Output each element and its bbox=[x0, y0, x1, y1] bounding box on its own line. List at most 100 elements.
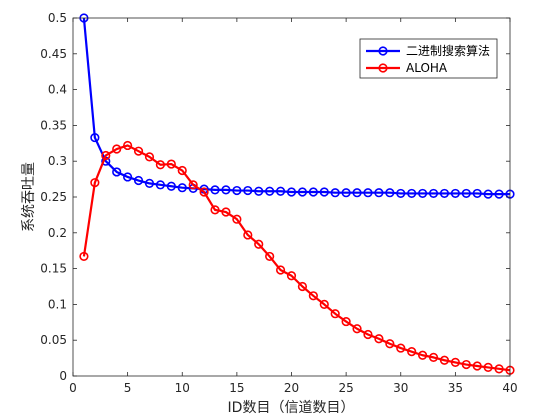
data-point bbox=[396, 343, 406, 353]
data-point bbox=[79, 251, 89, 262]
data-point bbox=[254, 239, 264, 249]
data-point bbox=[450, 188, 460, 199]
data-point bbox=[232, 214, 242, 224]
data-point bbox=[330, 188, 340, 198]
x-tick-label: 20 bbox=[284, 381, 299, 395]
data-point bbox=[363, 329, 373, 340]
data-point bbox=[330, 309, 340, 319]
x-tick-label: 10 bbox=[175, 381, 190, 395]
data-point bbox=[428, 352, 439, 362]
data-point bbox=[144, 152, 155, 162]
y-tick-label: 0.25 bbox=[40, 190, 67, 204]
y-tick-label: 0.15 bbox=[40, 262, 67, 276]
y-tick-label: 0.2 bbox=[48, 226, 67, 240]
x-tick-label: 0 bbox=[69, 381, 77, 395]
series-line bbox=[82, 17, 510, 196]
x-tick-label: 5 bbox=[124, 381, 132, 395]
data-point bbox=[308, 187, 318, 197]
data-point bbox=[101, 150, 111, 161]
data-point bbox=[297, 187, 308, 197]
data-point bbox=[494, 364, 504, 374]
data-point bbox=[177, 165, 187, 176]
data-point bbox=[243, 185, 253, 196]
data-point bbox=[123, 172, 133, 182]
data-point bbox=[418, 188, 428, 199]
data-point bbox=[352, 324, 362, 334]
data-point bbox=[483, 362, 493, 373]
series-2 bbox=[79, 140, 515, 375]
data-point bbox=[494, 189, 504, 199]
data-point bbox=[297, 281, 308, 292]
y-tick-label: 0.45 bbox=[40, 47, 67, 61]
legend-marker bbox=[378, 46, 388, 56]
data-point bbox=[275, 265, 286, 275]
y-tick-label: 0.05 bbox=[40, 333, 67, 347]
data-point bbox=[363, 188, 373, 198]
data-point bbox=[396, 188, 406, 199]
y-tick-label: 0.1 bbox=[48, 297, 67, 311]
data-point bbox=[232, 185, 242, 196]
legend-items: 二进制搜索算法 ALOHA bbox=[366, 43, 490, 75]
data-point bbox=[133, 175, 144, 186]
data-point bbox=[439, 355, 450, 365]
data-point bbox=[286, 187, 297, 197]
data-point bbox=[308, 291, 318, 301]
data-point bbox=[210, 185, 220, 195]
data-point bbox=[286, 271, 297, 281]
data-point bbox=[450, 357, 460, 367]
data-point bbox=[265, 251, 275, 262]
data-point bbox=[265, 186, 275, 196]
x-tick-label: 35 bbox=[448, 381, 463, 395]
data-point bbox=[385, 339, 395, 349]
data-point bbox=[221, 185, 231, 195]
data-point bbox=[112, 144, 122, 154]
x-tick-label: 40 bbox=[502, 381, 517, 395]
data-point bbox=[144, 178, 155, 188]
legend-label: ALOHA bbox=[406, 61, 448, 75]
y-axis-title: 系统吞吐量 bbox=[21, 162, 37, 232]
data-point bbox=[123, 140, 133, 151]
x-axis: 0 5 10 15 20 25 30 35 40 bbox=[69, 18, 518, 395]
legend: 二进制搜索算法 ALOHA bbox=[359, 38, 498, 79]
data-point bbox=[428, 188, 439, 199]
data-point bbox=[210, 205, 220, 215]
data-point bbox=[374, 334, 384, 344]
legend-label: 二进制搜索算法 bbox=[406, 43, 490, 58]
data-point bbox=[155, 160, 165, 170]
data-point bbox=[439, 188, 450, 199]
data-point bbox=[319, 187, 329, 197]
x-tick-label: 15 bbox=[229, 381, 244, 395]
data-point bbox=[461, 188, 471, 199]
data-point bbox=[112, 167, 122, 177]
data-point bbox=[243, 230, 253, 240]
y-axis: 0 0.05 0.1 0.15 0.2 0.25 0.3 0.35 0.4 0.45 0.5 bbox=[40, 11, 510, 383]
x-tick-label: 25 bbox=[338, 381, 353, 395]
data-point bbox=[418, 350, 428, 360]
data-point bbox=[254, 186, 264, 196]
series-line bbox=[82, 144, 511, 372]
x-axis-title: ID数目（信道数目） bbox=[228, 400, 355, 416]
data-point bbox=[133, 146, 144, 156]
data-point bbox=[472, 361, 482, 371]
data-point bbox=[221, 207, 231, 217]
data-point bbox=[319, 299, 329, 310]
data-point bbox=[407, 188, 417, 199]
data-point bbox=[385, 188, 395, 198]
data-point bbox=[275, 186, 286, 196]
y-tick-label: 0.5 bbox=[48, 11, 67, 25]
data-point bbox=[483, 189, 493, 199]
series-1 bbox=[79, 13, 515, 199]
data-point bbox=[155, 180, 165, 190]
x-tick-label: 30 bbox=[393, 381, 408, 395]
data-point bbox=[199, 187, 209, 197]
data-point bbox=[90, 178, 100, 188]
data-point bbox=[341, 188, 351, 198]
data-point bbox=[341, 316, 351, 327]
data-point bbox=[166, 181, 176, 191]
data-point bbox=[177, 183, 187, 193]
legend-marker bbox=[378, 63, 388, 73]
series-layer bbox=[79, 13, 515, 375]
y-tick-label: 0.3 bbox=[48, 154, 67, 168]
data-point bbox=[188, 180, 198, 190]
